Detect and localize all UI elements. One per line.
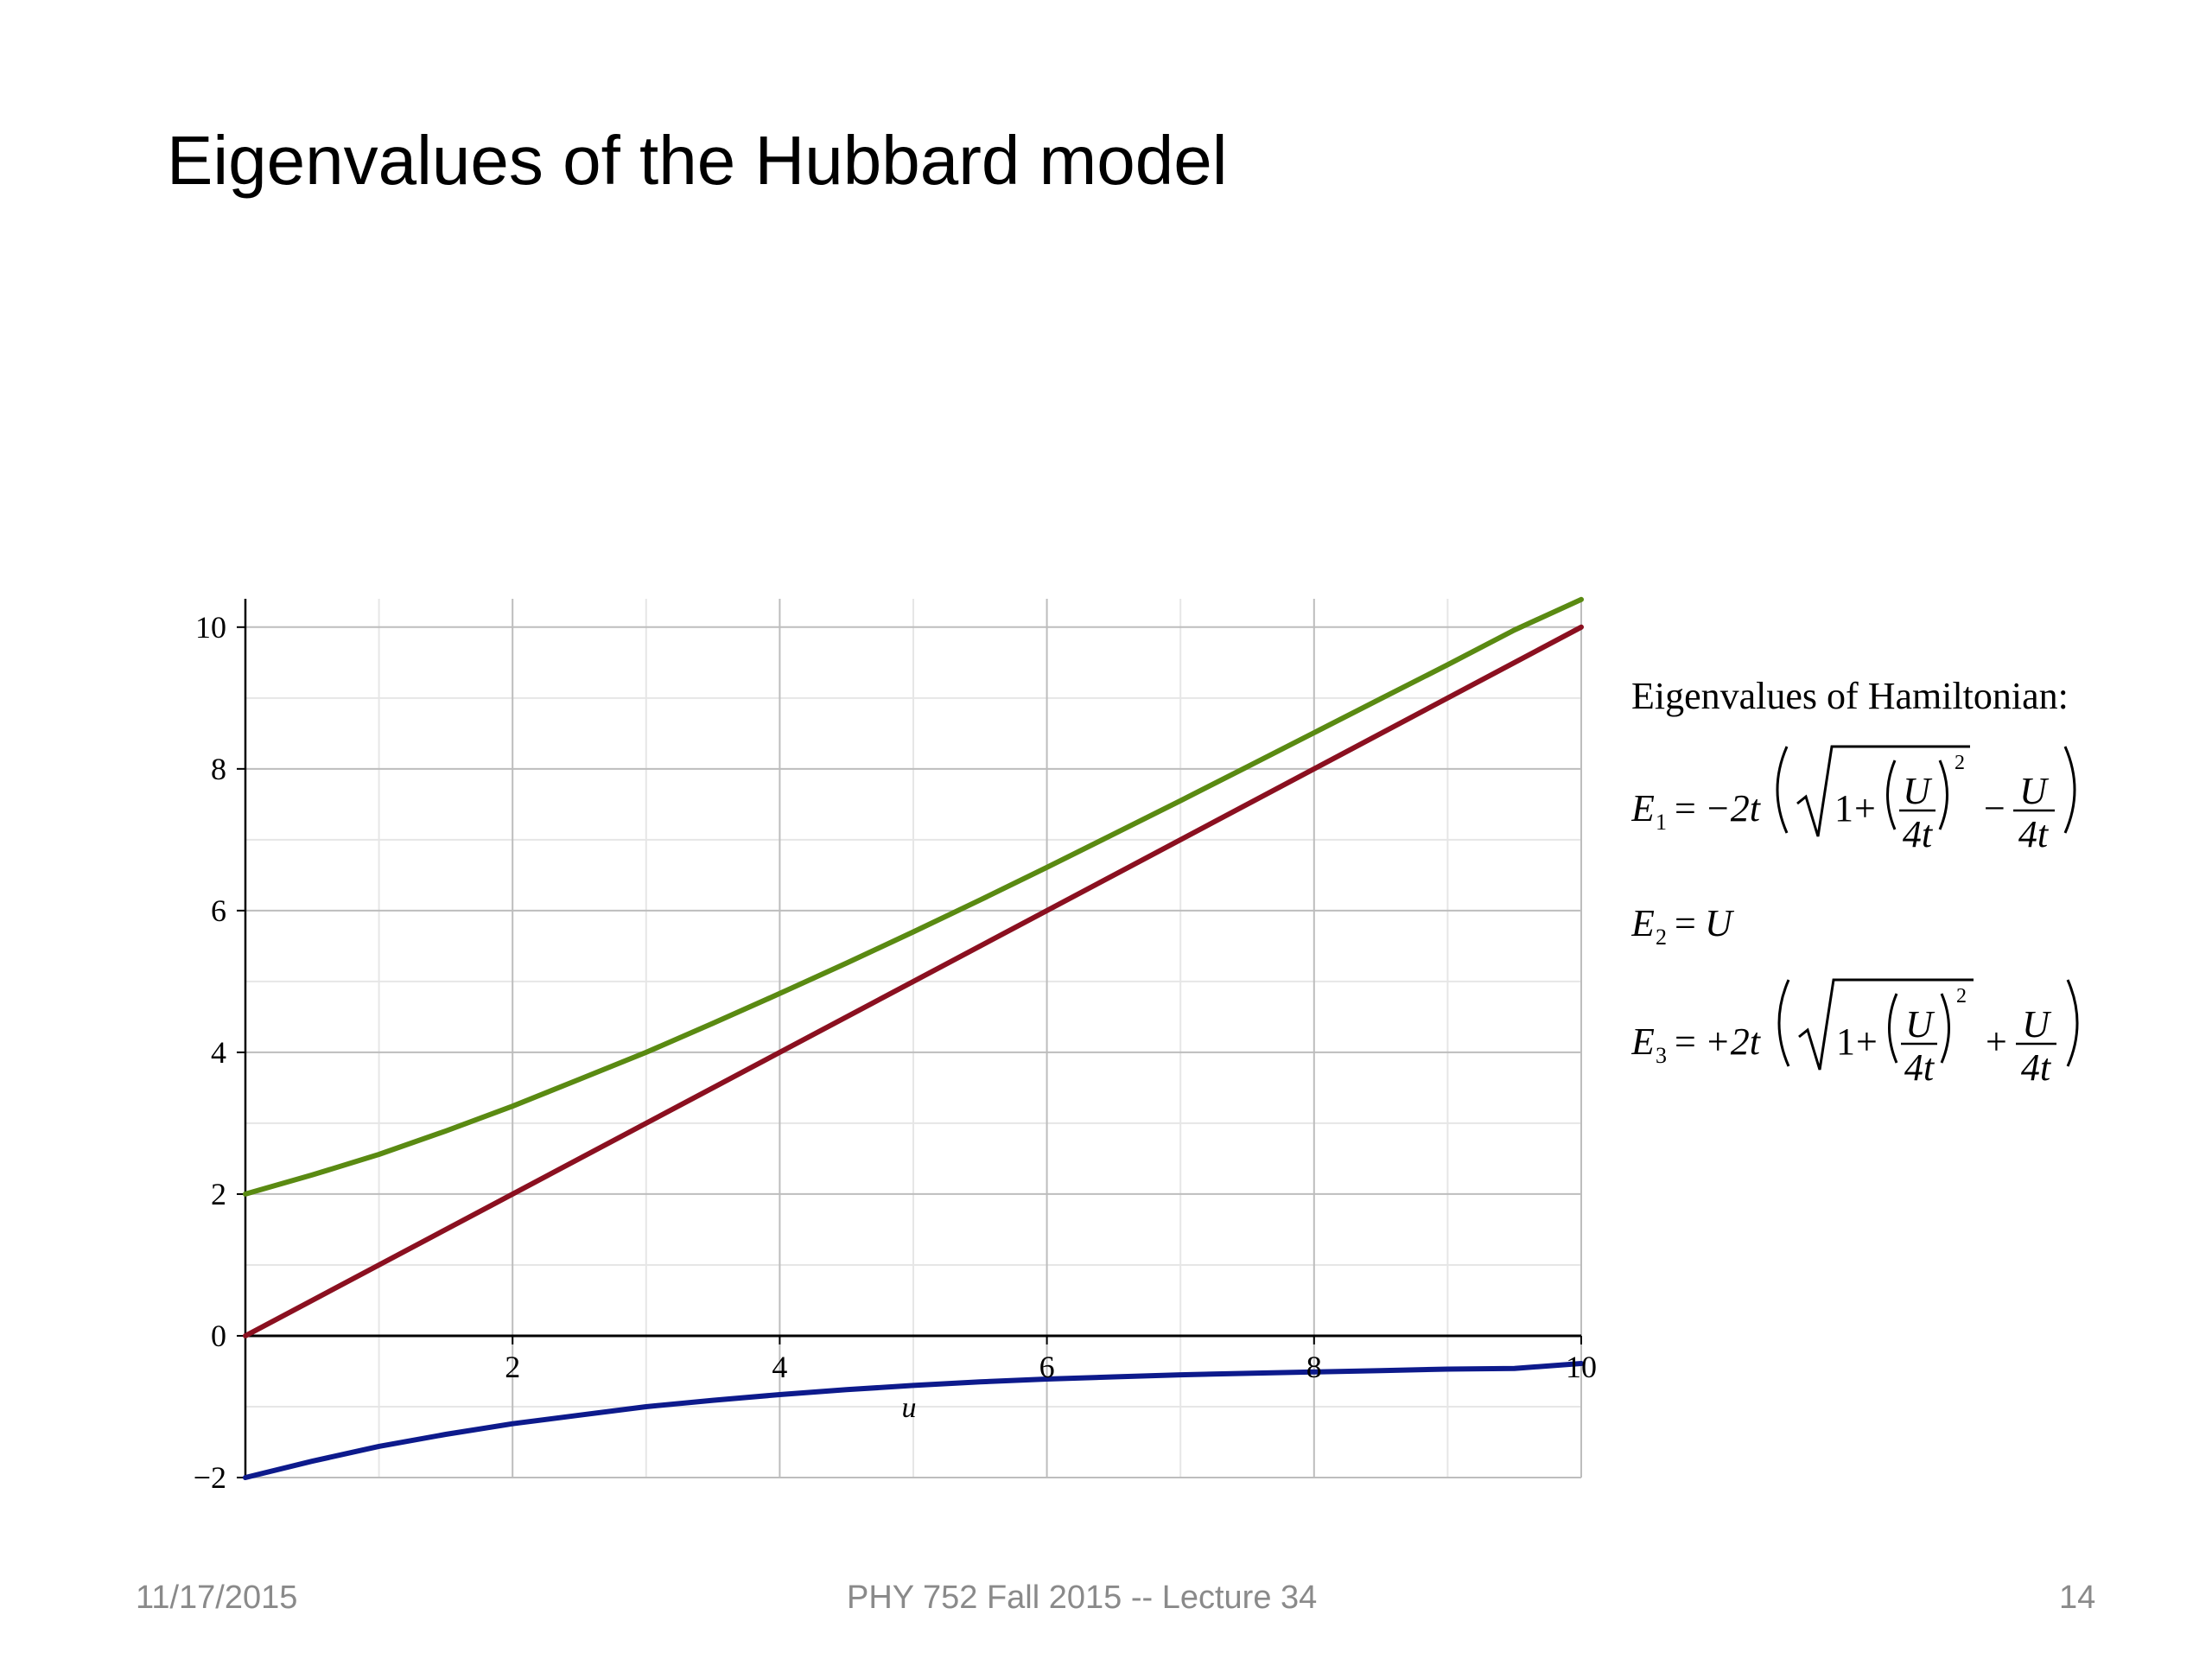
equations-svg: E 1 = −2t 1 + U 4t 2 − U 4t E 2 = U [1631,745,2079,1089]
x-tick-label: 8 [1306,1350,1322,1384]
equations-panel: Eigenvalues of Hamiltonian: E 1 = −2t 1 … [1631,674,2167,1132]
e1-numerator: U [2019,770,2050,812]
series-line-3 [243,1361,1584,1480]
series-layer [243,596,1584,1480]
e3-equals: = [1675,1020,1696,1063]
x-tick-label: 4 [772,1350,787,1384]
e1-coef: −2t [1705,787,1762,830]
e1-lhs: E [1631,787,1655,830]
e1-inner-numerator: U [1903,770,1933,812]
e2-equals: = [1675,902,1696,944]
e1-inner-right-paren [1938,760,1948,830]
slide-title: Eigenvalues of the Hubbard model [167,122,1228,199]
y-tick-label: 4 [211,1035,226,1070]
y-tick-label: 2 [211,1177,226,1211]
series-line-2 [243,624,1584,1338]
y-tick-label: −2 [194,1460,226,1495]
y-tick-label: 0 [211,1319,226,1353]
e1-plus: + [1854,787,1876,830]
x-axis-label: u [902,1392,917,1424]
y-tick-label: 10 [195,610,226,645]
e3-plus: + [1856,1020,1878,1063]
e2-sub: 2 [1656,925,1667,950]
e3-inner-left-paren [1888,993,1898,1064]
e1-equals: = [1675,787,1696,830]
x-tick-label: 6 [1039,1350,1055,1384]
e1-left-paren [1776,746,1789,834]
e3-sub: 3 [1656,1043,1667,1068]
e3-denominator: 4t [2021,1046,2052,1089]
e1-inner-left-paren [1886,760,1897,830]
e3-numerator: U [2022,1003,2052,1046]
e1-exponent: 2 [1955,752,1965,774]
equation-e2: E 2 = U [1631,902,1735,950]
y-tick-label: 8 [211,752,226,786]
equation-e3: E 3 = +2t 1 + U 4t 2 + U 4t [1631,978,2079,1089]
series-line-1 [243,596,1584,1197]
footer-date: 11/17/2015 [136,1580,298,1616]
e3-coef: +2t [1705,1020,1762,1063]
x-tick-label: 2 [505,1350,520,1384]
e3-exponent: 2 [1956,985,1967,1007]
grid-major [245,599,1582,1478]
equations-header: Eigenvalues of Hamiltonian: [1631,675,2069,717]
e3-inner-right-paren [1940,993,1950,1064]
e3-one: 1 [1836,1020,1855,1063]
e3-right-paren [2066,979,2079,1067]
y-tick-label: 6 [211,893,226,928]
tick-labels: −2 0 2 4 6 8 10 2 4 6 8 10 [194,610,1597,1495]
e1-denominator: 4t [2018,813,2050,855]
e1-one: 1 [1834,787,1853,830]
e3-operator: + [1986,1020,2007,1063]
e1-operator: − [1984,787,2005,830]
e1-sqrt-sign [1796,745,1970,837]
e2-rhs: U [1705,902,1735,944]
e2-lhs: E [1631,902,1655,944]
e1-sub: 1 [1656,810,1667,835]
e3-left-paren [1777,979,1790,1067]
axes [237,599,1582,1478]
e3-inner-numerator: U [1905,1003,1936,1046]
e3-inner-denominator: 4t [1904,1046,1936,1089]
e3-lhs: E [1631,1020,1655,1063]
equation-e1: E 1 = −2t 1 + U 4t 2 − U 4t [1631,745,2076,855]
e3-sqrt-sign [1798,978,1974,1071]
x-tick-label: 10 [1566,1350,1597,1384]
e1-right-paren [2063,746,2076,834]
footer-page-number: 14 [2059,1580,2096,1616]
footer-course: PHY 752 Fall 2015 -- Lecture 34 [847,1580,1318,1616]
e1-inner-denominator: 4t [1903,813,1934,855]
